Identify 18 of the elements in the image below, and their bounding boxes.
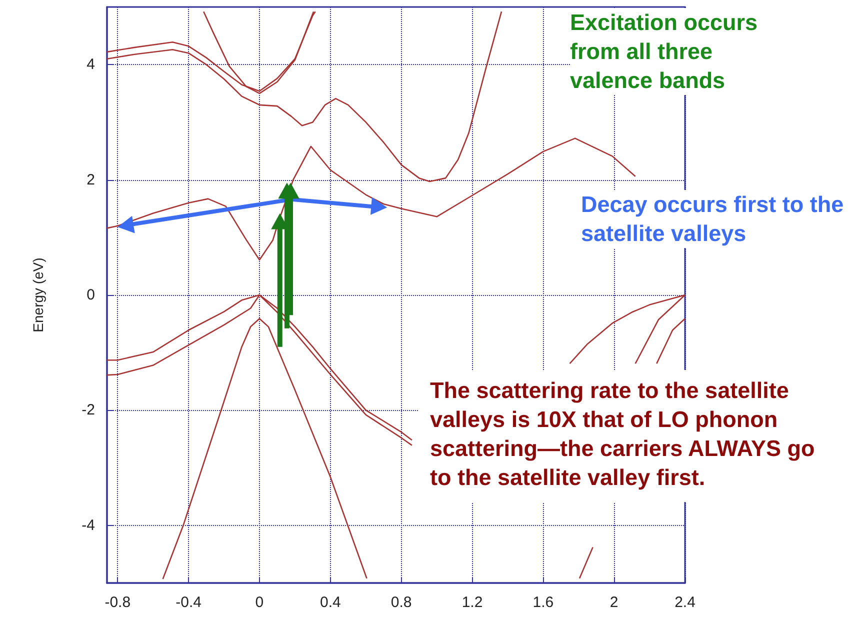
- annotation: Excitation occurs from all three valence bands: [570, 8, 800, 95]
- x-tick-label: -0.4: [176, 594, 202, 611]
- y-tick-label: 0: [86, 286, 95, 304]
- x-tick-label: -0.8: [104, 594, 131, 611]
- x-tick-label: 1.6: [532, 594, 554, 611]
- y-tick-label: -4: [82, 516, 95, 534]
- annotation: The scattering rate to the satellite valleys is 10X that of LO phonon scattering—the carriers ALWAYS go to the satellite valley first.: [418, 370, 850, 502]
- x-tick-label: 2.4: [674, 594, 696, 611]
- y-tick-label: 4: [86, 56, 95, 74]
- y-tick-label: -2: [82, 402, 95, 419]
- x-tick-label: 0.8: [390, 594, 412, 611]
- y-axis-title: Energy (eV): [30, 258, 46, 332]
- x-tick-label: 0.4: [320, 594, 341, 611]
- x-tick-label: 1.2: [462, 594, 483, 611]
- x-tick-label: 2: [610, 594, 618, 611]
- x-tick-label: 0: [255, 594, 264, 611]
- y-tick-label: 2: [86, 171, 95, 188]
- annotation: Decay occurs first to the satellite valleys: [581, 190, 849, 248]
